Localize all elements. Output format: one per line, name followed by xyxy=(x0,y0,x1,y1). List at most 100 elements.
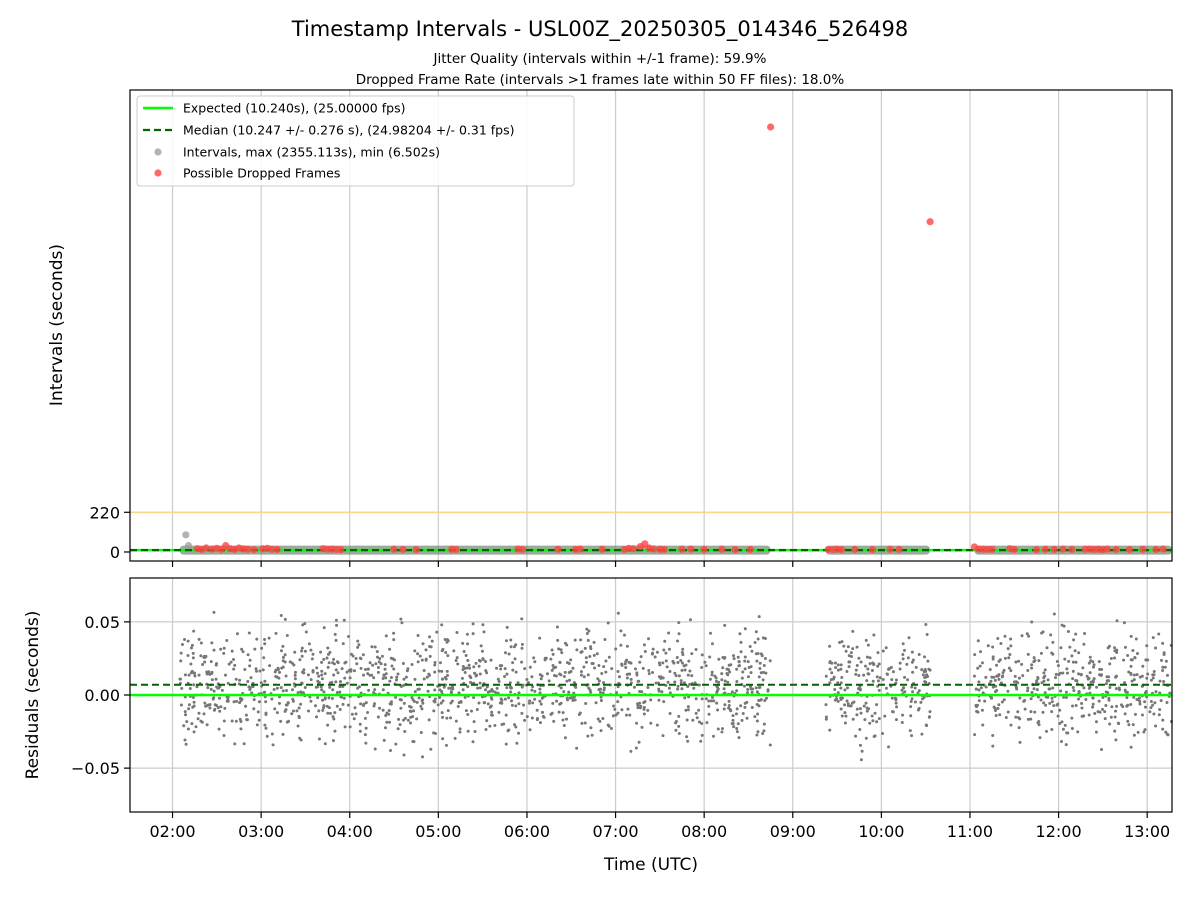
residual-point-367 xyxy=(263,637,267,641)
residuals-x-tick-label-0: 02:00 xyxy=(149,822,195,841)
residual-point-815 xyxy=(274,668,278,672)
residual-point-1918 xyxy=(1072,689,1076,693)
residual-point-136 xyxy=(373,645,377,649)
residual-point-1317 xyxy=(346,703,350,707)
residual-point-1859 xyxy=(1118,688,1122,692)
residual-point-1925 xyxy=(1126,703,1130,707)
residual-point-1265 xyxy=(409,705,413,709)
residual-point-402 xyxy=(366,672,370,676)
residual-point-1156 xyxy=(571,666,575,670)
residual-point-1890 xyxy=(1104,682,1108,686)
residual-point-1655 xyxy=(1038,736,1042,740)
residual-point-1039 xyxy=(222,719,226,723)
residual-point-714 xyxy=(685,718,689,722)
residual-point-1432 xyxy=(840,714,844,718)
residual-point-1775 xyxy=(1114,709,1118,713)
residual-point-1756 xyxy=(1114,687,1118,691)
residual-point-1606 xyxy=(1161,669,1165,673)
residual-point-181 xyxy=(472,720,476,724)
residual-point-1397 xyxy=(851,629,855,633)
residual-point-1273 xyxy=(538,721,542,725)
residual-point-1785 xyxy=(1032,656,1036,660)
residual-point-1258 xyxy=(513,657,517,661)
residual-point-1104 xyxy=(538,687,542,691)
residual-point-663 xyxy=(299,690,303,694)
residual-point-1116 xyxy=(453,736,457,740)
residual-point-1212 xyxy=(454,658,458,662)
residual-point-207 xyxy=(253,647,257,651)
residual-point-1806 xyxy=(973,733,977,737)
residual-point-939 xyxy=(532,656,536,660)
residual-point-695 xyxy=(731,714,735,718)
residual-point-1987 xyxy=(1059,689,1063,693)
residual-point-1493 xyxy=(848,660,852,664)
residual-point-82 xyxy=(283,653,287,657)
residual-point-1140 xyxy=(499,697,503,701)
residual-point-1024 xyxy=(252,698,256,702)
residual-point-645 xyxy=(356,639,360,643)
residual-point-1470 xyxy=(906,678,910,682)
residual-point-878 xyxy=(510,699,514,703)
residual-point-1259 xyxy=(542,715,546,719)
residual-point-1417 xyxy=(840,676,844,680)
residual-point-64 xyxy=(234,719,238,723)
residual-point-698 xyxy=(192,683,196,687)
residual-point-1027 xyxy=(356,645,360,649)
residual-point-1757 xyxy=(1067,659,1071,663)
residual-point-766 xyxy=(668,711,672,715)
residual-point-1287 xyxy=(428,635,432,639)
residual-point-1688 xyxy=(1006,710,1010,714)
residual-point-1845 xyxy=(1091,680,1095,684)
residual-point-775 xyxy=(635,673,639,677)
residual-point-978 xyxy=(558,660,562,664)
residual-point-1290 xyxy=(691,718,695,722)
residual-point-212 xyxy=(531,701,535,705)
residual-point-569 xyxy=(331,739,335,743)
residual-point-783 xyxy=(697,720,701,724)
residual-point-20 xyxy=(597,663,601,667)
residual-point-1834 xyxy=(1023,707,1027,711)
residual-point-431 xyxy=(664,659,668,663)
residual-point-1693 xyxy=(1070,704,1074,708)
residual-point-869 xyxy=(325,656,329,660)
residual-point-1551 xyxy=(878,676,882,680)
residual-point-1313 xyxy=(707,712,711,716)
residual-point-1435 xyxy=(872,662,876,666)
residual-point-1438 xyxy=(870,714,874,718)
residual-point-97 xyxy=(765,696,769,700)
residual-point-1899 xyxy=(991,734,995,738)
residual-point-824 xyxy=(319,685,323,689)
residual-point-486 xyxy=(602,688,606,692)
residual-point-1780 xyxy=(1093,712,1097,716)
residual-point-1055 xyxy=(280,666,284,670)
residual-point-284 xyxy=(728,670,732,674)
residual-point-1747 xyxy=(1013,674,1017,678)
residual-point-1895 xyxy=(1123,645,1127,649)
residual-point-786 xyxy=(730,690,734,694)
dropped-frame-point-37 xyxy=(629,545,637,553)
residual-point-629 xyxy=(674,728,678,732)
residual-point-1160 xyxy=(284,703,288,707)
residual-point-1115 xyxy=(436,703,440,707)
residual-point-854 xyxy=(694,648,698,652)
residual-point-544 xyxy=(284,674,288,678)
residual-point-280 xyxy=(422,677,426,681)
residual-point-58 xyxy=(567,690,571,694)
residual-point-1880 xyxy=(1151,636,1155,640)
residual-point-1983 xyxy=(980,661,984,665)
residual-point-238 xyxy=(504,742,508,746)
residual-point-1640 xyxy=(1029,710,1033,714)
residuals-y-tick-label-0: 0.05 xyxy=(84,613,120,632)
residual-point-744 xyxy=(587,629,591,633)
residual-point-409 xyxy=(378,657,382,661)
residual-point-1018 xyxy=(326,723,330,727)
residual-point-1534 xyxy=(858,687,862,691)
residual-point-52 xyxy=(757,615,761,619)
residual-point-1718 xyxy=(1148,710,1152,714)
residual-point-859 xyxy=(569,669,573,673)
residual-point-466 xyxy=(248,664,252,668)
residual-point-1218 xyxy=(438,695,442,699)
residual-point-175 xyxy=(402,701,406,705)
residual-point-172 xyxy=(460,676,464,680)
